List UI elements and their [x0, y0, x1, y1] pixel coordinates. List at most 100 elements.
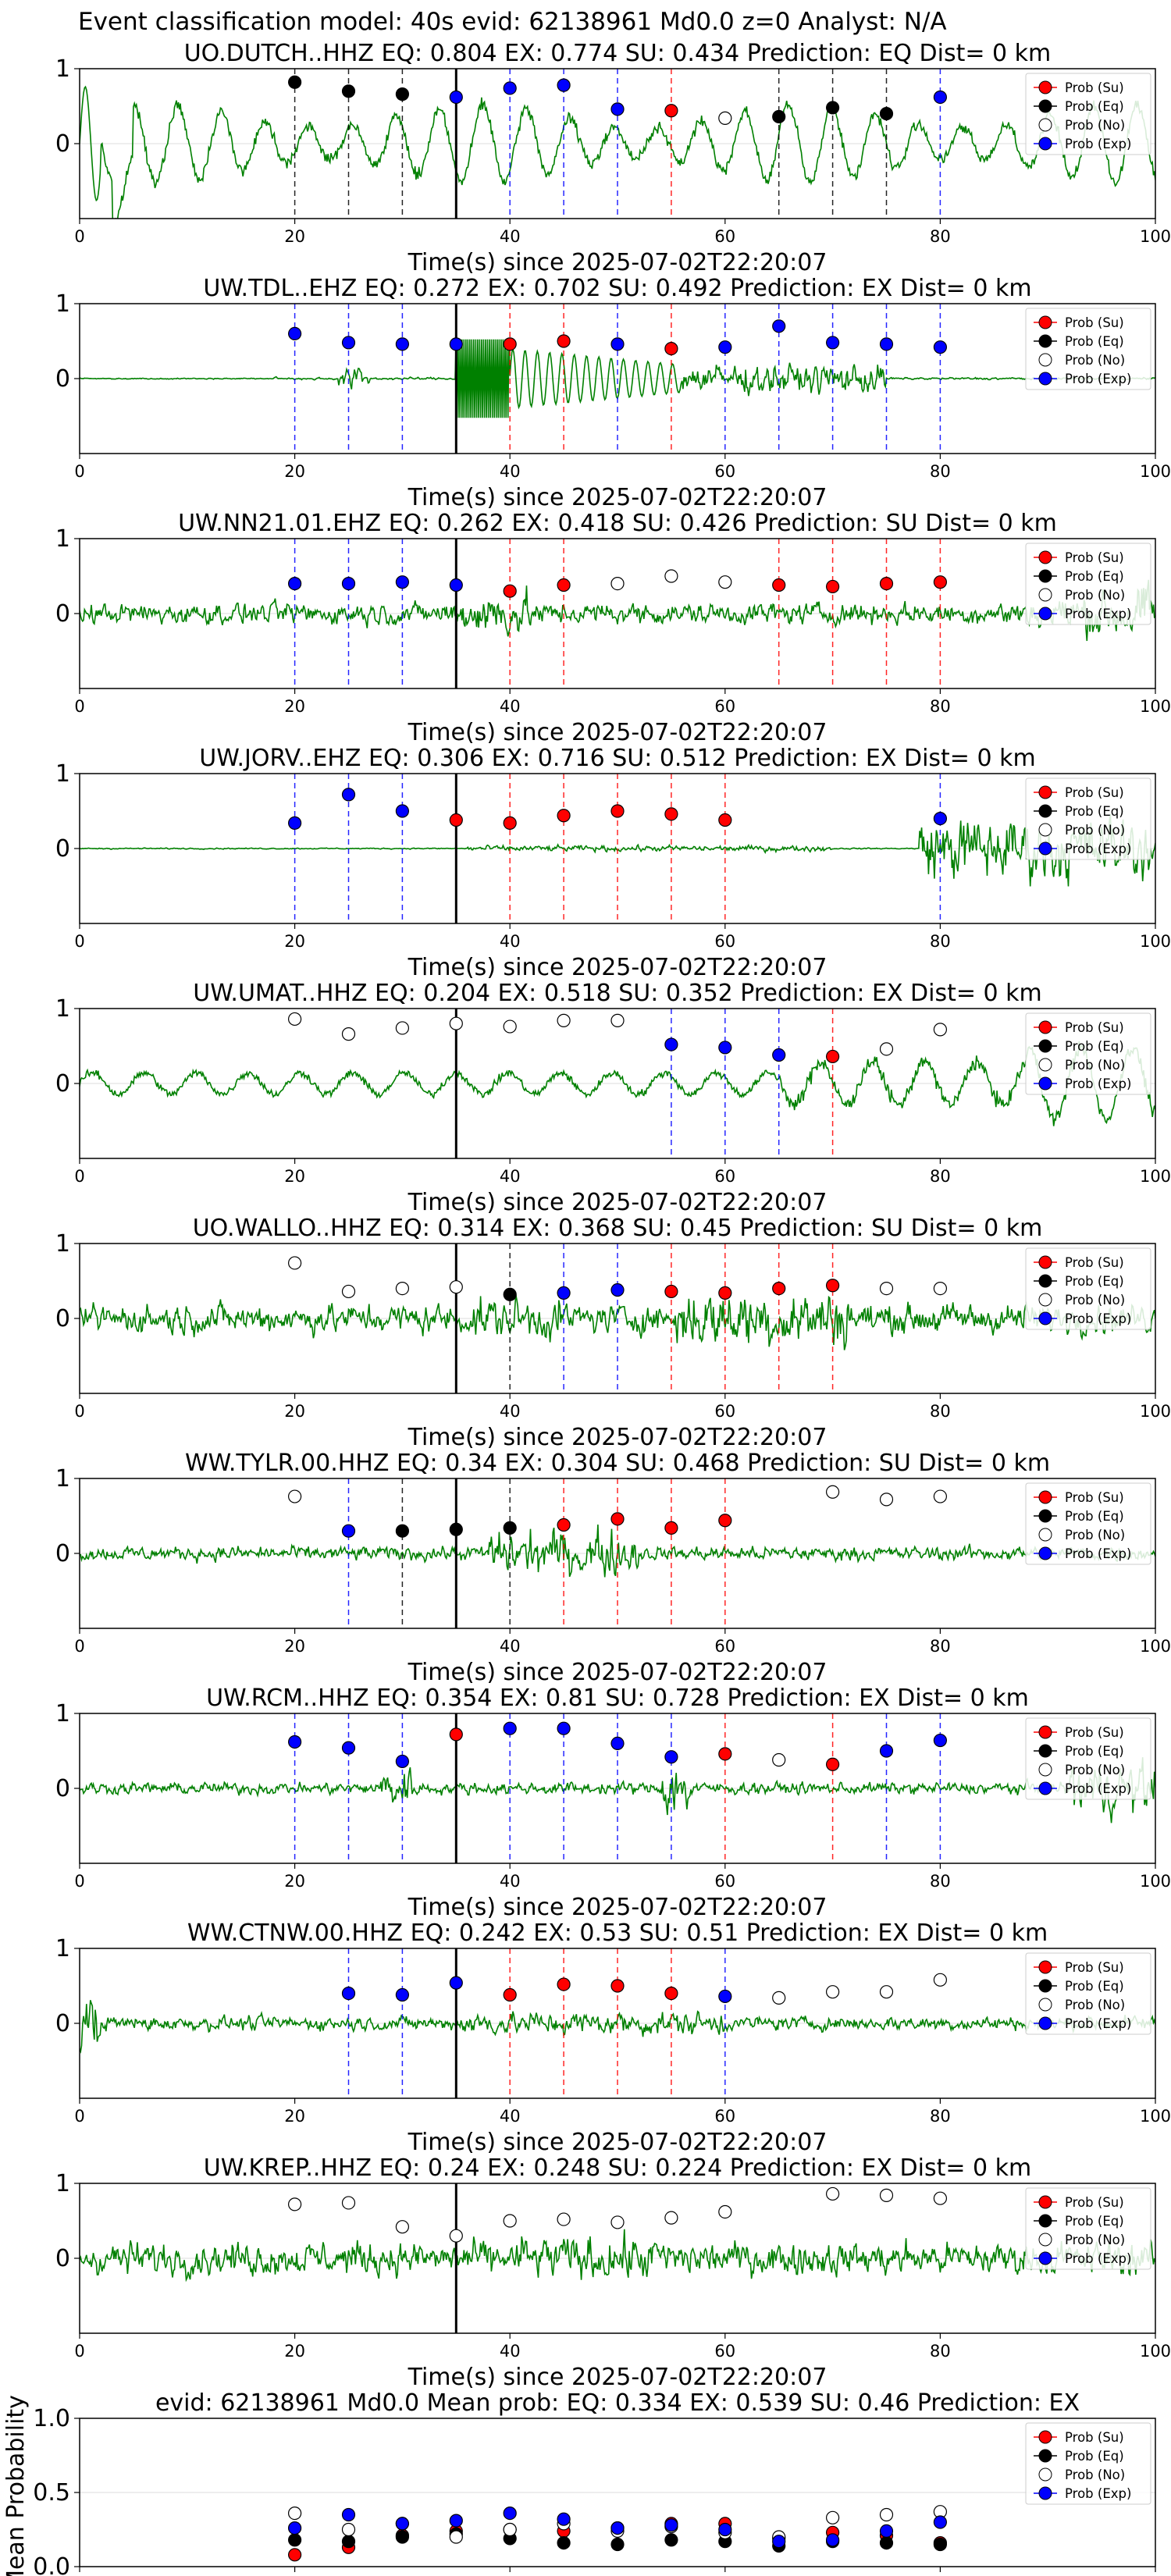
figure-suptitle: Event classification model: 40s evid: 62… [78, 8, 947, 36]
xtick-label: 80 [930, 1872, 951, 1891]
legend-label: Prob (Su) [1065, 1725, 1124, 1740]
legend-marker [1038, 2467, 1052, 2482]
legend-label: Prob (Eq) [1065, 2449, 1124, 2464]
prob-marker-su [879, 576, 894, 591]
panel-9: WW.CTNW.00.HHZ EQ: 0.242 EX: 0.53 SU: 0.… [55, 1920, 1171, 2156]
xtick-label: 80 [930, 1402, 951, 1421]
ytick-label: 0 [55, 1540, 70, 1567]
mean-marker-exp [718, 2522, 732, 2537]
prob-marker-exp [503, 1721, 517, 1735]
legend-label: Prob (Exp) [1065, 1546, 1131, 1561]
prob-marker-su [503, 337, 517, 351]
mean-marker-exp [772, 2535, 786, 2549]
prob-marker-su [610, 1979, 625, 1993]
prob-marker-eq [341, 84, 356, 98]
prob-marker-no [288, 1489, 302, 1503]
ytick-label: 1 [55, 995, 70, 1023]
legend-marker [1038, 1979, 1052, 1993]
prob-marker-exp [288, 816, 302, 830]
legend-label: Prob (No) [1065, 118, 1125, 133]
xtick-label: 60 [714, 697, 735, 716]
mean-marker-eq [288, 2533, 302, 2547]
prob-marker-no [503, 2214, 517, 2228]
legend: Prob (Su) Prob (Eq) Prob (No) Prob (Exp) [1025, 1247, 1151, 1330]
prob-marker-su [718, 1747, 732, 1761]
prob-marker-no [449, 2229, 463, 2243]
prob-marker-su [825, 1757, 840, 1771]
xtick-label: 40 [500, 932, 521, 951]
mean-marker-no [879, 2507, 894, 2522]
prob-marker-no [879, 1042, 894, 1056]
legend-label: Prob (Exp) [1065, 137, 1131, 151]
prob-marker-exp [395, 804, 410, 818]
panel-10: UW.KREP..HHZ EQ: 0.24 EX: 0.248 SU: 0.22… [55, 2154, 1171, 2391]
prob-marker-exp [879, 1744, 894, 1758]
prob-marker-exp [288, 1735, 302, 1749]
xtick-label: 20 [284, 1637, 305, 1656]
xtick-label: 100 [1140, 932, 1171, 951]
legend-marker [1038, 841, 1052, 856]
legend-marker [1038, 1274, 1052, 1288]
xtick-label: 80 [930, 2107, 951, 2126]
prob-marker-eq [449, 1522, 463, 1536]
y-axis-label: Mean Probability [2, 2395, 30, 2576]
legend-marker [1038, 1020, 1052, 1034]
mean-marker-exp [610, 2521, 625, 2535]
legend-marker [1038, 99, 1052, 113]
prob-marker-su [449, 813, 463, 827]
legend-label: Prob (Su) [1065, 1255, 1124, 1270]
xtick-label: 0 [74, 1402, 84, 1421]
prob-marker-no [879, 1493, 894, 1507]
axes-frame [79, 538, 1156, 689]
xtick-label: 80 [930, 462, 951, 481]
xtick-label: 60 [714, 1402, 735, 1421]
prob-marker-no [933, 2191, 948, 2205]
axes-frame [79, 1008, 1156, 1159]
ytick-label: 0 [55, 2010, 70, 2037]
prob-marker-exp [503, 81, 517, 95]
ytick-label: 0 [55, 365, 70, 393]
legend-marker [1038, 1509, 1052, 1523]
xtick-label: 20 [284, 2107, 305, 2126]
prob-marker-su [610, 804, 625, 818]
legend-marker [1038, 1058, 1052, 1072]
xtick-label: 40 [500, 1637, 521, 1656]
legend-marker [1038, 1960, 1052, 1974]
x-axis-label: Time(s) since 2025-07-02T22:20:07 [408, 2129, 828, 2156]
legend-marker [1038, 1293, 1052, 1307]
legend-marker [1038, 823, 1052, 837]
legend-marker [1038, 137, 1052, 151]
legend-label: Prob (No) [1065, 1763, 1125, 1777]
legend-marker [1038, 1039, 1052, 1053]
prob-marker-su [664, 807, 678, 821]
ytick-label: 1 [55, 1700, 70, 1727]
xtick-label: 100 [1140, 1167, 1171, 1186]
legend-label: Prob (Eq) [1065, 334, 1124, 349]
xtick-label: 60 [714, 2342, 735, 2361]
legend-label: Prob (No) [1065, 1058, 1125, 1073]
prob-marker-no [395, 2220, 410, 2234]
legend-marker [1038, 372, 1052, 386]
xtick-label: 100 [1140, 1872, 1171, 1891]
legend-marker [1038, 80, 1052, 94]
prob-marker-no [718, 2204, 732, 2219]
legend-label: Prob (Su) [1065, 1020, 1124, 1035]
xtick-label: 80 [930, 2342, 951, 2361]
ytick-label: 0 [55, 835, 70, 863]
panel-3: UW.NN21.01.EHZ EQ: 0.262 EX: 0.418 SU: 0… [55, 510, 1171, 746]
prob-marker-no [288, 1256, 302, 1270]
x-axis-label: Time(s) since 2025-07-02T22:20:07 [408, 2364, 828, 2391]
prob-marker-su [664, 104, 678, 118]
legend: Prob (Su) Prob (Eq) Prob (No) Prob (Exp) [1025, 2422, 1151, 2505]
xtick-label: 20 [284, 1402, 305, 1421]
prob-marker-exp [449, 337, 463, 351]
prob-marker-exp [341, 576, 356, 591]
legend-label: Prob (Eq) [1065, 99, 1124, 114]
legend-label: Prob (Exp) [1065, 1076, 1131, 1091]
prob-marker-no [341, 1284, 356, 1299]
legend-label: Prob (Exp) [1065, 841, 1131, 856]
legend-marker [1038, 2430, 1052, 2444]
mean-marker-exp [288, 2521, 302, 2535]
panel-1: UO.DUTCH..HHZ EQ: 0.804 EX: 0.774 SU: 0.… [55, 40, 1171, 276]
